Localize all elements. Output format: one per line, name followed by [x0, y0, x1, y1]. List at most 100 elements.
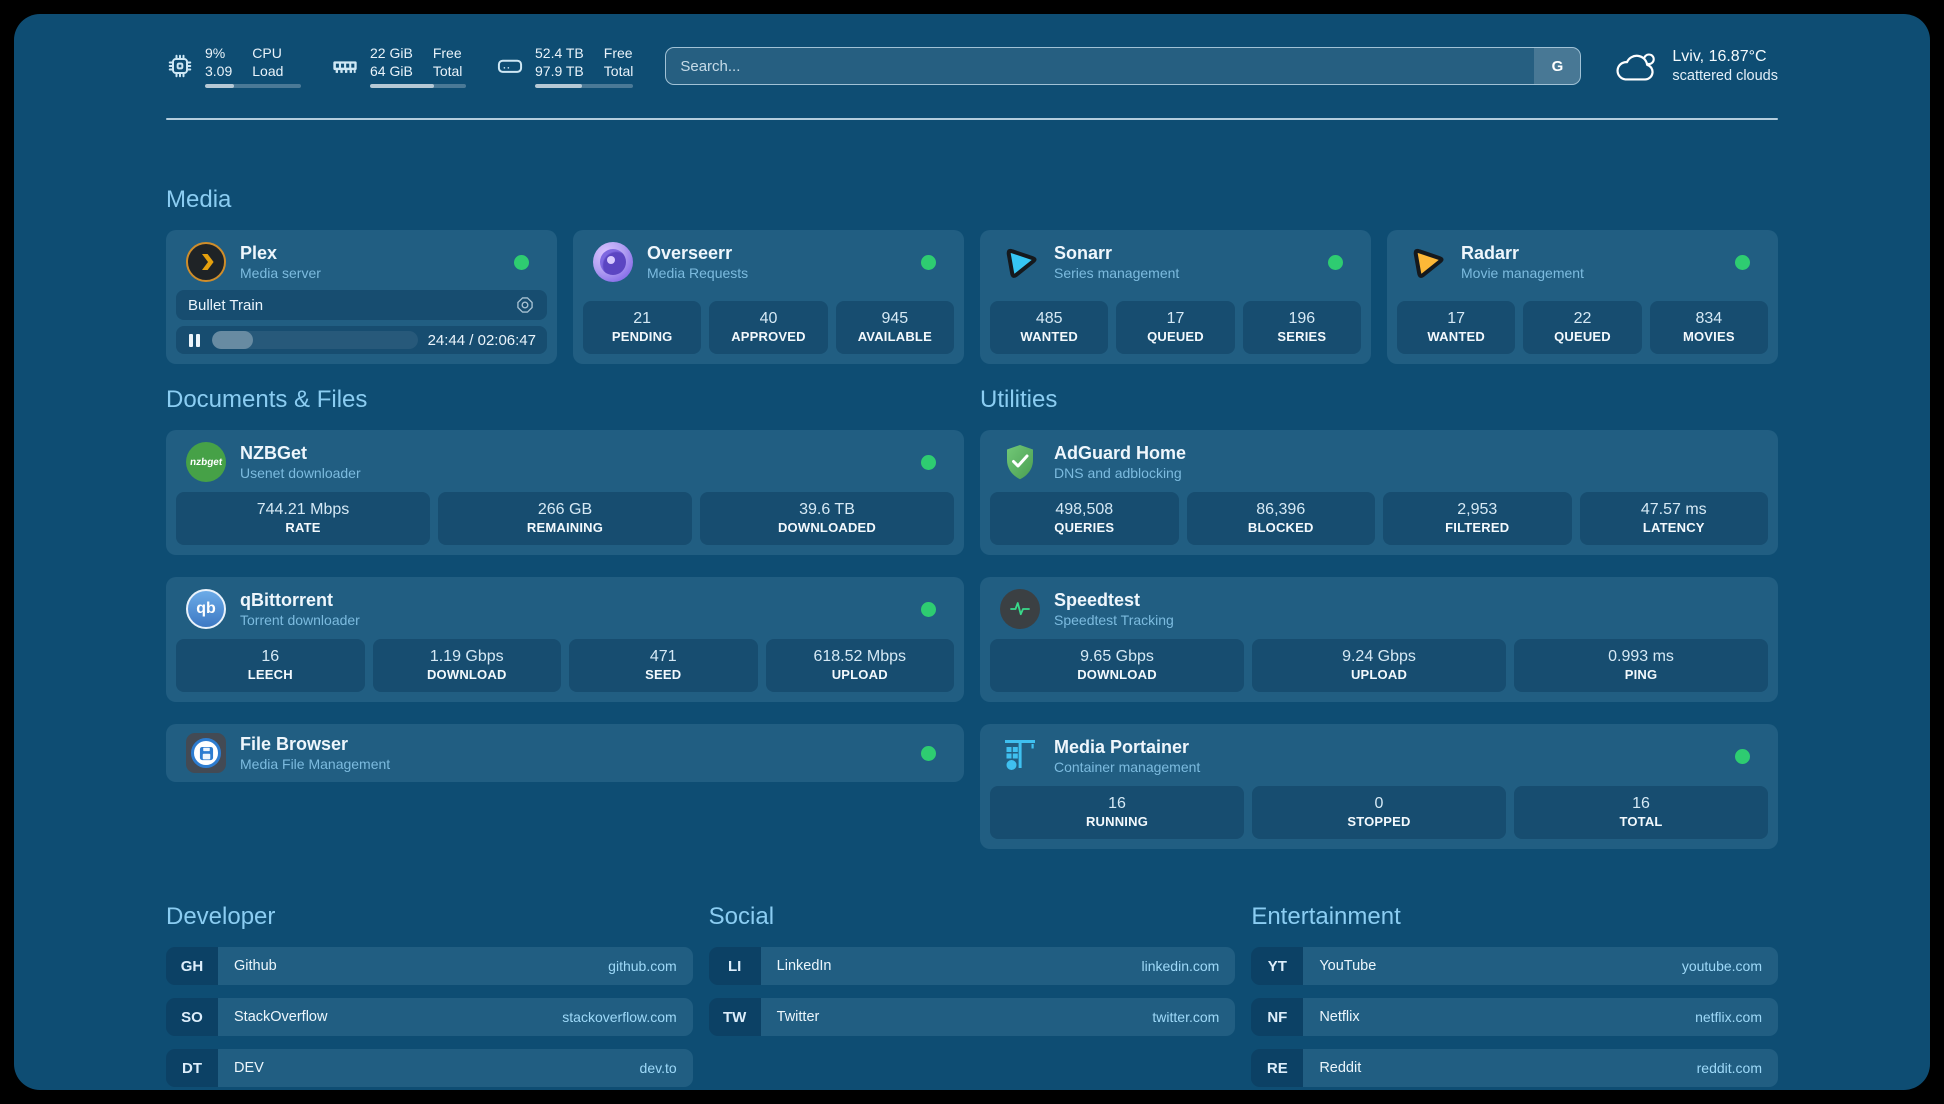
disk-stat: 52.4 TB 97.9 TB Free Total: [496, 44, 634, 88]
app-card-speedtest[interactable]: Speedtest Speedtest Tracking 9.65 Gbps DO…: [980, 577, 1778, 702]
stat-label: LATENCY: [1642, 520, 1705, 535]
link-row-stackoverflow[interactable]: SO StackOverflow stackoverflow.com: [166, 998, 693, 1036]
stat-label: DOWNLOADED: [777, 520, 877, 535]
section-developer: Developer GH Github github.com SO StackOv…: [166, 903, 693, 1087]
link-row-github[interactable]: GH Github github.com: [166, 947, 693, 985]
pause-button[interactable]: [187, 332, 202, 349]
cpu-progress-bar: [205, 84, 301, 88]
stat-label: PING: [1624, 667, 1658, 682]
sonarr-icon: [1000, 242, 1040, 282]
section-social: Social LI LinkedIn linkedin.com TW Twitte…: [708, 903, 1236, 1087]
status-dot-online: [1735, 254, 1750, 270]
section-title-developer: Developer: [166, 903, 276, 930]
portainer-header: Media Portainer Container management: [980, 724, 1778, 784]
stat-label: RUNNING: [1085, 814, 1149, 829]
stat-label: SEED: [645, 667, 682, 682]
stat-value: 471: [649, 648, 677, 665]
link-body: Reddit reddit.com: [1303, 1049, 1778, 1087]
filebrowser-header: File Browser Media File Management: [166, 724, 964, 782]
stat-value: 2,953: [1457, 501, 1498, 518]
status-dot-online: [921, 601, 936, 617]
cpu-stat-body: 9% 3.09 CPU Load: [205, 44, 301, 88]
stat-value: 86,396: [1256, 501, 1306, 518]
search-engine-button[interactable]: G: [1534, 48, 1581, 84]
stat-label: BLOCKED: [1247, 520, 1314, 535]
app-card-plex[interactable]: Plex Media server Bullet Train 24:44 / 0…: [166, 230, 557, 364]
plex-titles: Plex Media server: [240, 243, 321, 281]
link-domain: netflix.com: [1695, 1009, 1762, 1025]
entertainment-links: YT YouTube youtube.com NF Netflix netflix.…: [1251, 947, 1778, 1087]
app-card-filebrowser[interactable]: File Browser Media File Management: [166, 724, 964, 782]
link-abbr: GH: [166, 947, 218, 985]
now-playing-options-icon[interactable]: [515, 295, 535, 315]
app-card-sonarr[interactable]: Sonarr Series management 485 WANTED 17 QUE…: [980, 230, 1371, 364]
playback-time: 24:44 / 02:06:47: [427, 331, 536, 349]
link-row-reddit[interactable]: RE Reddit reddit.com: [1251, 1049, 1778, 1087]
link-domain: dev.to: [639, 1060, 677, 1076]
stat-label: APPROVED: [731, 329, 806, 344]
app-description: Media server: [240, 265, 321, 281]
link-abbr: SO: [166, 998, 218, 1036]
stat-value: 16: [1108, 795, 1126, 812]
app-card-nzbget[interactable]: nzbget NZBGet Usenet downloader 744.21 M…: [166, 430, 964, 555]
filebrowser-titles: File Browser Media File Management: [240, 734, 390, 772]
stat-tile-wanted: 17 WANTED: [1397, 301, 1516, 354]
status-dot-online: [1328, 254, 1343, 270]
qbittorrent-stats: 16 LEECH 1.19 Gbps DOWNLOAD 471 SEED 618.52…: [166, 637, 964, 702]
section-title-documents: Documents & Files: [166, 386, 368, 413]
stat-value: 39.6 TB: [799, 501, 855, 518]
stat-tile-wanted: 485 WANTED: [990, 301, 1109, 354]
stat-label: LEECH: [247, 667, 293, 682]
stat-label: UPLOAD: [831, 667, 888, 682]
app-card-radarr[interactable]: Radarr Movie management 17 WANTED 22 QUEUE…: [1387, 230, 1778, 364]
link-domain: youtube.com: [1681, 958, 1762, 974]
portainer-stats: 16 RUNNING 0 STOPPED 16 TOTAL: [980, 784, 1778, 849]
cpu-progress-fill: [205, 84, 234, 88]
link-row-youtube[interactable]: YT YouTube youtube.com: [1251, 947, 1778, 985]
link-abbr: DT: [166, 1049, 218, 1087]
app-card-adguard[interactable]: AdGuard Home DNS and adblocking 498,508 Q…: [980, 430, 1778, 555]
app-description: Torrent downloader: [240, 612, 360, 628]
stat-label: AVAILABLE: [857, 329, 932, 344]
stat-value: 16: [1632, 795, 1650, 812]
stat-tile-queries: 498,508 QUERIES: [990, 492, 1179, 545]
link-row-twitter[interactable]: TW Twitter twitter.com: [708, 998, 1236, 1036]
stat-tile-upload: 9.24 Gbps UPLOAD: [1252, 639, 1506, 692]
link-row-dev[interactable]: DT DEV dev.to: [166, 1049, 693, 1087]
link-row-netflix[interactable]: NF Netflix netflix.com: [1251, 998, 1778, 1036]
adguard-header: AdGuard Home DNS and adblocking: [980, 430, 1778, 490]
disk-label-2: Total: [603, 63, 634, 79]
app-card-qbittorrent[interactable]: qb qBittorrent Torrent downloader 16 LEEC…: [166, 577, 964, 702]
link-name: DEV: [234, 1060, 264, 1076]
app-card-portainer[interactable]: Media Portainer Container management 16 R…: [980, 724, 1778, 849]
app-card-overseerr[interactable]: Overseerr Media Requests 21 PENDING 40 APP…: [573, 230, 964, 364]
disk-values: 52.4 TB 97.9 TB: [535, 44, 584, 80]
stat-tile-total: 16 TOTAL: [1514, 786, 1768, 839]
overseerr-titles: Overseerr Media Requests: [647, 243, 748, 281]
overseerr-header: Overseerr Media Requests: [573, 230, 964, 290]
stat-tile-movies: 834 MOVIES: [1649, 301, 1768, 354]
sonarr-titles: Sonarr Series management: [1054, 243, 1179, 281]
stat-value: 9.24 Gbps: [1342, 648, 1416, 665]
app-description: Series management: [1054, 265, 1180, 281]
nzbget-header: nzbget NZBGet Usenet downloader: [166, 430, 964, 490]
link-name: LinkedIn: [776, 958, 832, 974]
stat-value: 618.52 Mbps: [813, 648, 906, 665]
stat-value: 21: [633, 310, 652, 327]
ram-label-2: Total: [432, 63, 463, 79]
app-description: Media File Management: [240, 756, 391, 772]
media-grid: Plex Media server Bullet Train 24:44 / 0…: [166, 230, 1778, 364]
stat-label: QUEUED: [1554, 329, 1611, 344]
system-stats: 9% 3.09 CPU Load: [166, 44, 634, 88]
adguard-stats: 498,508 QUERIES 86,396 BLOCKED 2,953 FILTER…: [980, 490, 1778, 555]
link-name: Reddit: [1319, 1060, 1362, 1076]
playback-progress-bar[interactable]: [211, 331, 418, 349]
overseerr-stats: 21 PENDING 40 APPROVED 945 AVAILABLE: [573, 299, 964, 364]
utilities-stack: AdGuard Home DNS and adblocking 498,508 Q…: [980, 430, 1778, 849]
search-input[interactable]: [666, 48, 1535, 84]
developer-links: GH Github github.com SO StackOverflow stac…: [166, 947, 693, 1087]
link-row-linkedin[interactable]: LI LinkedIn linkedin.com: [708, 947, 1236, 985]
weather-condition: scattered clouds: [1672, 67, 1778, 84]
stat-tile-latency: 47.57 ms LATENCY: [1579, 492, 1768, 545]
ram-progress-fill: [370, 84, 435, 88]
